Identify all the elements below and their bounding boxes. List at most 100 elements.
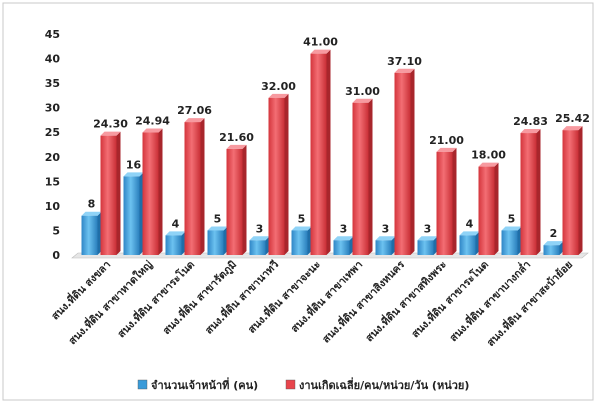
y-tick-label: 15 bbox=[45, 175, 60, 188]
bar-side bbox=[284, 93, 289, 255]
bar-top bbox=[142, 128, 163, 133]
bar-top bbox=[249, 236, 270, 241]
legend-swatch-staff bbox=[137, 379, 148, 390]
legend-label-workload: งานเกิดเฉลี่ย/คน/หน่วย/วัน (หน่วย) bbox=[299, 377, 469, 392]
data-label: 18.00 bbox=[471, 149, 506, 162]
bar-avg-workload bbox=[310, 53, 327, 256]
bar-side bbox=[116, 131, 121, 255]
bar-side bbox=[494, 162, 499, 255]
data-label: 3 bbox=[382, 222, 390, 235]
data-label: 24.30 bbox=[93, 118, 128, 131]
bar-staff-count bbox=[291, 230, 308, 255]
bar-staff-count bbox=[81, 215, 98, 255]
bar-side bbox=[410, 68, 415, 255]
category-label: สนง.ที่ดิน สาขาเทพา bbox=[287, 256, 366, 335]
category-label: สนง.ที่ดิน สาขาสทิงพระ bbox=[361, 257, 449, 345]
bar-top bbox=[417, 236, 438, 241]
bar-top bbox=[501, 226, 522, 231]
bar-top bbox=[310, 49, 331, 54]
bar-top bbox=[291, 226, 312, 231]
bar-top bbox=[123, 172, 144, 177]
y-tick-label: 10 bbox=[45, 200, 61, 213]
y-tick-label: 25 bbox=[45, 126, 60, 139]
bar-top bbox=[436, 147, 457, 152]
bar-staff-count bbox=[417, 240, 434, 255]
y-tick-label: 5 bbox=[52, 224, 60, 237]
data-label: 2 bbox=[550, 227, 558, 240]
data-label: 8 bbox=[88, 198, 96, 211]
bar-avg-workload bbox=[100, 135, 117, 255]
bar-top bbox=[543, 241, 564, 246]
bar-side bbox=[158, 128, 163, 255]
bar-top bbox=[352, 98, 373, 103]
legend-swatch-workload bbox=[285, 379, 296, 390]
data-label: 5 bbox=[298, 212, 306, 225]
bar-staff-count bbox=[249, 240, 266, 255]
bar-side bbox=[536, 129, 541, 255]
bar-avg-workload bbox=[268, 97, 285, 255]
data-label: 24.83 bbox=[513, 115, 548, 128]
bar-side bbox=[578, 126, 583, 256]
data-label: 27.06 bbox=[177, 104, 212, 117]
bar-top bbox=[207, 226, 228, 231]
data-label: 5 bbox=[508, 212, 516, 225]
category-label: สนง.ที่ดิน สาขานาทวี bbox=[201, 256, 281, 336]
bar-avg-workload bbox=[394, 72, 411, 255]
data-label: 25.42 bbox=[555, 112, 590, 125]
bar-top bbox=[165, 231, 186, 236]
bar-side bbox=[326, 49, 331, 256]
data-label: 16 bbox=[126, 158, 142, 171]
bar-top bbox=[459, 231, 480, 236]
bar-staff-count bbox=[543, 245, 560, 255]
data-label: 3 bbox=[256, 222, 264, 235]
category-label: สนง.ที่ดิน สาขารัตภูมิ bbox=[159, 256, 240, 337]
data-label: 32.00 bbox=[261, 80, 296, 93]
data-label: 37.10 bbox=[387, 55, 422, 68]
y-tick-label: 45 bbox=[45, 28, 60, 41]
category-label: สนง.ที่ดิน สาขาจะนะ bbox=[244, 257, 323, 336]
bar-avg-workload bbox=[436, 151, 453, 255]
frame-border bbox=[2, 2, 594, 401]
bar-side bbox=[200, 118, 205, 255]
bar-staff-count bbox=[207, 230, 224, 255]
bar-staff-count bbox=[375, 240, 392, 255]
bar-top bbox=[333, 236, 354, 241]
bar-staff-count bbox=[123, 176, 140, 255]
bar-top bbox=[81, 211, 102, 216]
bar-top bbox=[375, 236, 396, 241]
bar-side bbox=[452, 147, 457, 255]
bar-avg-workload bbox=[352, 102, 369, 255]
bar-avg-workload bbox=[142, 132, 159, 255]
bar-side bbox=[368, 98, 373, 255]
bar-staff-count bbox=[459, 235, 476, 255]
bar-side bbox=[242, 144, 247, 255]
bar-top bbox=[100, 131, 121, 136]
data-label: 21.60 bbox=[219, 131, 254, 144]
data-label: 24.94 bbox=[135, 115, 170, 128]
data-label: 4 bbox=[466, 217, 474, 230]
data-label: 41.00 bbox=[303, 36, 338, 49]
y-tick-label: 40 bbox=[45, 53, 61, 66]
category-label: สนง.ที่ดิน สาขาสิงหนคร bbox=[318, 256, 407, 345]
bar-top bbox=[394, 68, 415, 73]
y-tick-label: 0 bbox=[52, 249, 60, 262]
bar-avg-workload bbox=[562, 130, 579, 255]
legend-label-staff: จำนวนเจ้าหน้าที่ (คน) bbox=[151, 377, 258, 392]
bar-top bbox=[184, 118, 205, 123]
y-tick-label: 35 bbox=[45, 77, 60, 90]
data-label: 4 bbox=[172, 217, 180, 230]
bar-avg-workload bbox=[226, 148, 243, 255]
bar-top bbox=[562, 126, 583, 131]
bar-avg-workload bbox=[478, 166, 495, 255]
data-label: 3 bbox=[424, 222, 432, 235]
bar-top bbox=[268, 93, 289, 98]
bar-avg-workload bbox=[184, 122, 201, 255]
bar-top bbox=[478, 162, 499, 167]
bar-avg-workload bbox=[520, 133, 537, 255]
data-label: 3 bbox=[340, 222, 348, 235]
legend: จำนวนเจ้าหน้าที่ (คน) งานเกิดเฉลี่ย/คน/หน… bbox=[137, 377, 469, 392]
y-tick-label: 20 bbox=[45, 151, 61, 164]
bar-top bbox=[226, 144, 247, 149]
